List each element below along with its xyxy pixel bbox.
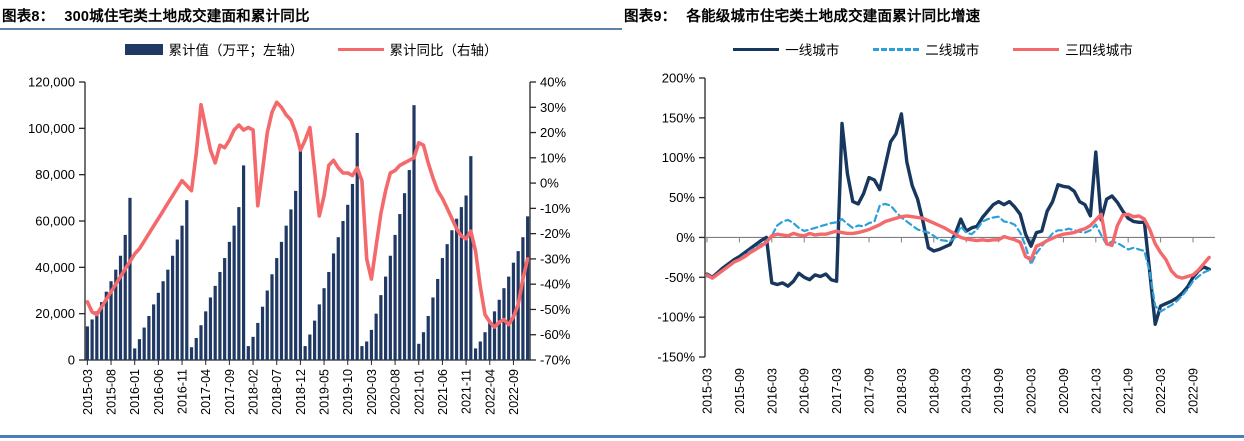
svg-text:2022-03: 2022-03 — [1154, 368, 1168, 414]
svg-text:40%: 40% — [540, 75, 566, 90]
svg-text:-50%: -50% — [540, 302, 571, 317]
tier2-dashed-swatch-icon — [873, 47, 920, 51]
figure9-header: 图表9： 各能级城市住宅类土地成交建面累计同比增速 — [624, 5, 980, 26]
figure9-panel: 图表9： 各能级城市住宅类土地成交建面累计同比增速 -150% -100% -50% 0… — [622, 0, 1244, 441]
figure8-legend: 累计值（万平；左轴） 累计同比（右轴） — [0, 39, 622, 59]
svg-text:150%: 150% — [662, 110, 696, 125]
svg-text:0: 0 — [68, 353, 75, 368]
legend-label-tier1: 一线城市 — [785, 43, 840, 58]
line-swatch-icon — [337, 47, 384, 51]
svg-text:2022-09: 2022-09 — [1187, 368, 1201, 414]
svg-text:2016-09: 2016-09 — [798, 368, 812, 414]
legend-item-tier34: 三四线城市 — [1013, 39, 1133, 59]
legend-label-tier34: 三四线城市 — [1065, 43, 1133, 58]
svg-text:2016-11: 2016-11 — [176, 369, 190, 414]
legend-label-cumulative-value: 累计值（万平；左轴） — [168, 43, 304, 58]
svg-text:-100%: -100% — [657, 310, 695, 325]
svg-text:2019-09: 2019-09 — [992, 368, 1006, 414]
svg-text:100,000: 100,000 — [28, 121, 75, 136]
figure8-header: 图表8： 300城住宅类土地成交建面和累计同比 — [2, 5, 310, 26]
svg-text:2015-03: 2015-03 — [701, 368, 715, 414]
svg-text:10%: 10% — [540, 150, 566, 165]
svg-text:40,000: 40,000 — [35, 260, 75, 275]
svg-text:2016-03: 2016-03 — [765, 368, 779, 414]
svg-text:2018-09: 2018-09 — [927, 368, 941, 414]
svg-text:2020-08: 2020-08 — [389, 369, 403, 415]
svg-text:200%: 200% — [662, 71, 696, 86]
svg-text:2017-04: 2017-04 — [199, 369, 213, 415]
figure9-tag: 图表9： — [624, 9, 677, 25]
figure9-chart: -150% -100% -50% 0% 50% 100% 150% 200% 2015-03 20… — [657, 71, 1215, 414]
legend-label-cumulative-yoy: 累计同比（右轴） — [389, 43, 498, 58]
svg-text:2020-03: 2020-03 — [1025, 368, 1039, 414]
figure9-legend: 一线城市 二线城市 三四线城市 — [622, 39, 1244, 59]
legend-item-tier1: 一线城市 — [733, 39, 839, 59]
svg-text:2015-08: 2015-08 — [105, 369, 119, 415]
svg-text:20,000: 20,000 — [35, 306, 75, 321]
svg-text:50%: 50% — [669, 190, 695, 205]
svg-text:2021-06: 2021-06 — [436, 369, 450, 415]
svg-text:2018-12: 2018-12 — [294, 369, 308, 415]
svg-text:-150%: -150% — [657, 350, 695, 365]
bar-swatch-icon — [124, 43, 163, 55]
svg-text:2019-03: 2019-03 — [960, 368, 974, 414]
svg-text:2020-03: 2020-03 — [365, 369, 379, 415]
svg-text:0%: 0% — [540, 176, 559, 191]
svg-text:30%: 30% — [540, 100, 566, 115]
svg-text:2017-09: 2017-09 — [223, 369, 237, 415]
svg-text:-70%: -70% — [540, 353, 571, 368]
svg-text:-10%: -10% — [540, 201, 571, 216]
legend-item-cumulative-value: 累计值（万平；左轴） — [124, 39, 304, 59]
legend-item-tier2: 二线城市 — [873, 39, 979, 59]
svg-text:2016-01: 2016-01 — [128, 369, 142, 415]
svg-text:2020-09: 2020-09 — [1057, 368, 1071, 414]
tier1-line-swatch-icon — [733, 47, 780, 51]
svg-text:2021-09: 2021-09 — [1122, 368, 1136, 414]
svg-text:2019-05: 2019-05 — [318, 369, 332, 415]
legend-item-cumulative-yoy: 累计同比（右轴） — [337, 39, 498, 59]
svg-text:120,000: 120,000 — [28, 75, 75, 90]
figure9-title: 各能级城市住宅类土地成交建面累计同比增速 — [686, 9, 981, 25]
svg-text:-60%: -60% — [540, 327, 571, 342]
figure8-title: 300城住宅类土地成交建面和累计同比 — [64, 9, 310, 25]
bottom-divider-rule — [0, 435, 1244, 438]
svg-text:2018-02: 2018-02 — [247, 369, 261, 415]
svg-text:2021-03: 2021-03 — [1089, 368, 1103, 414]
figure8-chart: 0 20,000 40,000 60,000 80,000 100,000 120,000 -… — [28, 75, 571, 415]
svg-text:2019-10: 2019-10 — [341, 369, 355, 415]
svg-text:60,000: 60,000 — [35, 214, 75, 229]
svg-text:2017-09: 2017-09 — [863, 368, 877, 414]
svg-text:-50%: -50% — [665, 270, 696, 285]
svg-text:100%: 100% — [662, 150, 696, 165]
svg-text:-40%: -40% — [540, 277, 571, 292]
svg-text:2021-11: 2021-11 — [460, 369, 474, 414]
figure8-panel: 图表8： 300城住宅类土地成交建面和累计同比 0 20,000 40,000 60,0… — [0, 5, 622, 415]
svg-text:2018-07: 2018-07 — [270, 369, 284, 415]
figure9-header-rule — [10, 28, 622, 30]
svg-text:2015-03: 2015-03 — [81, 369, 95, 415]
svg-text:2021-01: 2021-01 — [412, 369, 426, 415]
legend-label-tier2: 二线城市 — [925, 43, 980, 58]
svg-text:0%: 0% — [676, 230, 695, 245]
tier34-line-swatch-icon — [1013, 47, 1060, 51]
svg-text:20%: 20% — [540, 125, 566, 140]
svg-text:2016-06: 2016-06 — [152, 369, 166, 415]
svg-text:2018-03: 2018-03 — [895, 368, 909, 414]
figure8-tag: 图表8： — [2, 9, 55, 25]
svg-text:2022-04: 2022-04 — [483, 369, 497, 415]
svg-text:-30%: -30% — [540, 251, 571, 266]
svg-text:80,000: 80,000 — [35, 167, 75, 182]
svg-text:-20%: -20% — [540, 226, 571, 241]
svg-text:2022-09: 2022-09 — [507, 369, 521, 415]
svg-text:2017-03: 2017-03 — [830, 368, 844, 414]
svg-text:2015-09: 2015-09 — [733, 368, 747, 414]
